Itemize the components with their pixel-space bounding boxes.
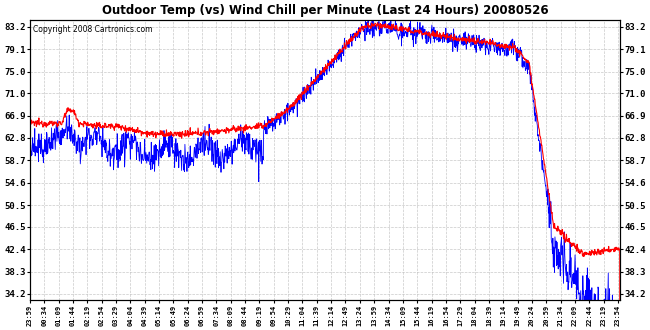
Title: Outdoor Temp (vs) Wind Chill per Minute (Last 24 Hours) 20080526: Outdoor Temp (vs) Wind Chill per Minute … xyxy=(101,4,549,17)
Text: Copyright 2008 Cartronics.com: Copyright 2008 Cartronics.com xyxy=(32,25,152,34)
